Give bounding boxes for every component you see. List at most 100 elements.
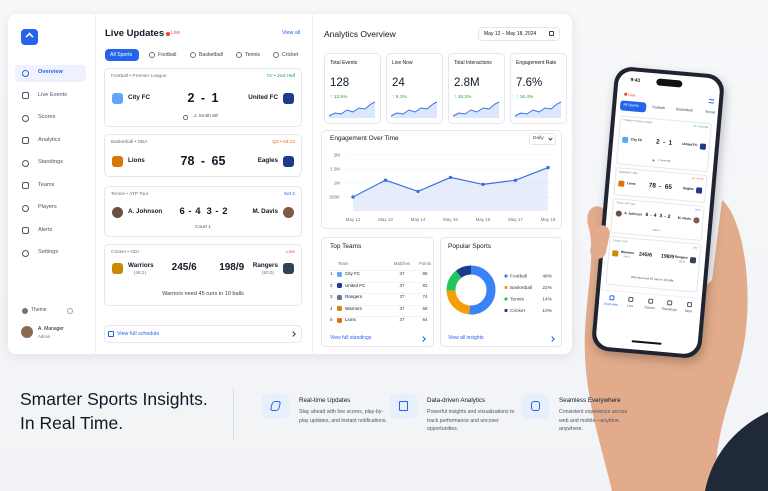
sleeve	[705, 412, 768, 491]
overs: (48.2)	[134, 270, 147, 275]
match-detail: Court 1	[195, 225, 211, 230]
away-team: Rangers	[252, 261, 278, 269]
theme-label[interactable]: Theme	[31, 307, 47, 313]
rank: 2	[330, 282, 333, 288]
kpi-value: 24	[392, 77, 405, 89]
nav-label[interactable]: More	[684, 308, 693, 314]
nav-icon	[22, 249, 29, 257]
nav-label[interactable]: Standings	[661, 306, 677, 312]
date-box[interactable]	[478, 27, 560, 41]
filter-icon	[708, 99, 715, 104]
feature-icon-box	[522, 394, 549, 419]
feature-title: Real-time Updates	[299, 397, 351, 404]
points: 68	[422, 305, 428, 311]
nav-item[interactable]: Analytics	[38, 136, 61, 143]
period[interactable]: Daily	[533, 135, 544, 141]
team-logo	[612, 250, 619, 257]
points: 74	[422, 294, 428, 299]
nav-item[interactable]: Scores	[38, 114, 56, 120]
column-header: Matches	[393, 261, 411, 266]
nav-item[interactable]: Teams	[38, 181, 55, 188]
feature-icon-box	[262, 394, 289, 419]
match-card[interactable]	[104, 68, 302, 127]
tab-label[interactable]: Football	[158, 51, 177, 58]
nav-item[interactable]: Alerts	[38, 226, 53, 233]
team-logo	[693, 217, 700, 224]
nav-label[interactable]: Scores	[644, 305, 656, 311]
tab-label[interactable]: All Sports	[110, 51, 133, 58]
live-dot	[624, 92, 627, 96]
view-all[interactable]: View all	[282, 30, 301, 36]
standings-link[interactable]: View full standings	[330, 335, 372, 341]
team-name: City FC	[345, 271, 360, 276]
period-box[interactable]	[529, 133, 556, 145]
feature-description: Consistent experience across web and mob…	[559, 409, 628, 433]
row-divider	[328, 293, 428, 294]
kpi-label: Engagement Rate	[516, 60, 557, 66]
team-logo	[337, 294, 342, 300]
feature-icon-box	[390, 394, 417, 419]
nav-label[interactable]: Live	[626, 303, 634, 309]
feature-description: Stay ahead with live scores, play-by-pla…	[299, 409, 387, 424]
teams-title: Top Teams	[330, 243, 362, 250]
schedule-box[interactable]	[104, 325, 302, 343]
user-name: A. Manager	[38, 326, 64, 332]
nav-item[interactable]: Live Events	[38, 91, 67, 98]
tab-label[interactable]: Basketball	[675, 107, 693, 113]
tab-icon	[236, 52, 242, 58]
tab-label[interactable]: Tennis	[245, 51, 260, 58]
nav-label[interactable]: Overview	[603, 301, 619, 307]
schedule-link[interactable]: View full schedule	[117, 330, 160, 337]
sparkline	[452, 101, 500, 118]
feature-description: Powerful insights and visualizations to …	[427, 409, 515, 433]
match-card[interactable]	[104, 186, 302, 237]
legend-value: 10%	[542, 308, 552, 314]
legend-value: 48%	[542, 274, 552, 280]
match-card[interactable]	[104, 244, 302, 306]
team-logo	[283, 155, 294, 167]
calendar-icon	[108, 331, 114, 337]
tab-label[interactable]: Football	[651, 105, 666, 111]
ball-icon	[183, 115, 188, 120]
date-range[interactable]: May 12 – May 18, 2024	[484, 31, 537, 37]
kpi-label: Total Interactions	[454, 60, 492, 66]
kpi-label: Total Events	[330, 60, 358, 66]
insights-link[interactable]: View all insights	[448, 335, 484, 341]
score: 6 - 4	[645, 212, 657, 219]
matches: 37	[399, 317, 405, 322]
nav-item[interactable]: Settings	[38, 249, 59, 255]
sparkline	[514, 101, 562, 118]
x-tick-label: May 16	[476, 217, 491, 222]
x-tick-label: May 17	[508, 217, 523, 222]
chart-title: Engagement Over Time	[330, 135, 399, 142]
team-logo	[337, 317, 342, 323]
team-logo	[283, 92, 294, 104]
live-badge: Live	[171, 30, 181, 36]
rank: 3	[330, 294, 333, 299]
sparkline	[328, 101, 376, 118]
match-status: Live	[286, 250, 295, 255]
x-tick-label: May 13	[378, 217, 393, 222]
kpi-change: ↑ 12.5%	[330, 95, 348, 100]
match-card[interactable]	[605, 235, 702, 293]
theme-icon	[22, 308, 28, 314]
nav-item[interactable]: Players	[38, 204, 57, 210]
legend-value: 14%	[542, 297, 552, 303]
team-logo	[112, 92, 123, 104]
live-dot	[166, 32, 170, 36]
status-time: 9:41	[630, 77, 641, 84]
nav-icon	[22, 137, 29, 144]
tab-label[interactable]: Basketball	[199, 51, 223, 58]
tab[interactable]	[105, 49, 139, 61]
match-card[interactable]	[104, 134, 302, 177]
tab-label[interactable]: Cricket	[282, 51, 299, 58]
chart-card	[321, 130, 562, 229]
match-meta: Basketball • NBA	[111, 140, 148, 145]
team-name: Warriors	[345, 305, 362, 311]
row-divider	[328, 304, 428, 306]
nav-icon	[22, 69, 29, 77]
tab-label[interactable]: Tennis	[704, 109, 716, 115]
nav-item[interactable]: Overview	[38, 69, 63, 75]
nav-item[interactable]: Standings	[38, 159, 63, 165]
legend-label: Tennis	[510, 297, 524, 303]
